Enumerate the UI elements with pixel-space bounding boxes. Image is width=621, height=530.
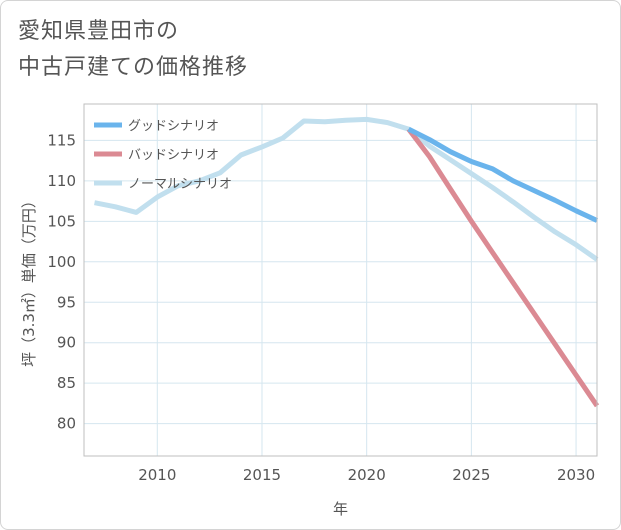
x-axis-label: 年 (333, 500, 348, 518)
y-tick-label: 80 (57, 415, 76, 433)
x-tick-label: 2025 (452, 466, 490, 484)
tick-labels: 2010 2015 2020 2025 2030 80 85 90 95 100 105 110 115 (47, 131, 595, 484)
legend-label-2: ノーマルシナリオ (128, 177, 232, 192)
legend-label-1: バッドシナリオ (128, 148, 219, 163)
plot-border (83, 103, 598, 457)
chart-title: 愛知県豊田市の 中古戸建ての価格推移 (18, 14, 248, 86)
x-tick-label: 2030 (557, 466, 595, 484)
y-tick-label: 105 (47, 212, 76, 230)
series-line-0 (407, 126, 599, 223)
y-tick-label: 95 (57, 293, 76, 311)
series-lines (94, 116, 600, 408)
legend-label-0: グッドシナリオ (128, 119, 219, 134)
y-tick-label: 85 (57, 374, 76, 392)
y-tick-label: 115 (47, 131, 76, 149)
series-line-1 (406, 127, 600, 408)
y-tick-label: 90 (57, 334, 76, 352)
y-tick-label: 100 (47, 253, 76, 271)
y-axis-label: 坪（3.3㎡）単価（万円） (20, 193, 38, 367)
y-tick-label: 110 (47, 172, 76, 190)
x-tick-label: 2020 (348, 466, 386, 484)
chart-title-line-2: 中古戸建ての価格推移 (18, 55, 249, 80)
x-tick-label: 2015 (243, 466, 281, 484)
x-tick-label: 2010 (138, 466, 176, 484)
series-line-2 (94, 116, 599, 262)
chart-title-line-1: 愛知県豊田市の (18, 19, 180, 44)
